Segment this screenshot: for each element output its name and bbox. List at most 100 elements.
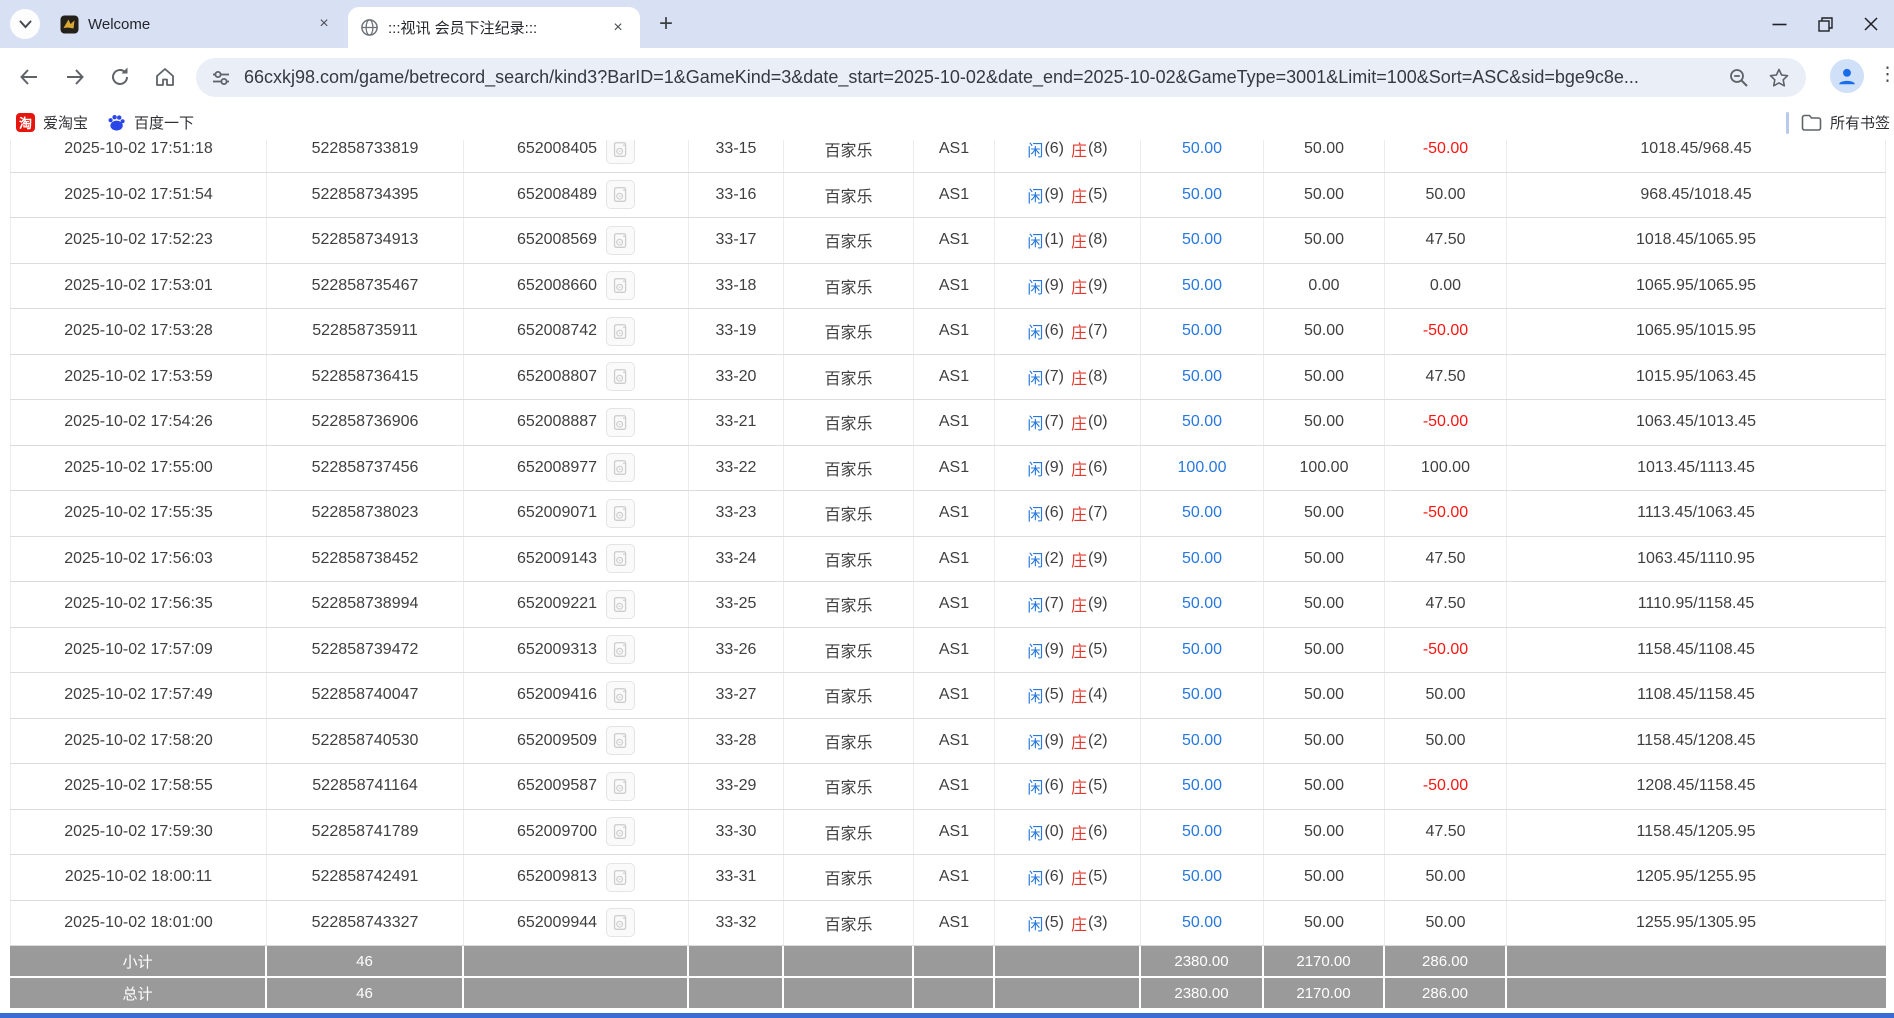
video-replay-button[interactable] <box>606 180 636 210</box>
site-info-icon[interactable] <box>210 67 232 89</box>
cell-win-loss: 47.50 <box>1385 809 1507 854</box>
film-icon <box>613 869 627 885</box>
zoom-button[interactable] <box>1726 65 1752 91</box>
tab-welcome[interactable]: Welcome × <box>48 0 346 48</box>
film-icon <box>613 232 627 248</box>
cell-valid-amount: 50.00 <box>1264 491 1385 536</box>
cell-bet-result: 闲 (6) 庄 (5) <box>995 855 1141 900</box>
video-replay-button[interactable] <box>606 726 636 756</box>
cell-bet-amount[interactable]: 50.00 <box>1141 309 1264 354</box>
cell-bet-amount[interactable]: 50.00 <box>1141 582 1264 627</box>
cell-win-loss: 50.00 <box>1385 673 1507 718</box>
all-bookmarks[interactable]: 所有书签 <box>1786 105 1894 140</box>
cell-bet-amount[interactable]: 50.00 <box>1141 718 1264 763</box>
video-replay-button[interactable] <box>606 316 636 346</box>
cell-bet-result: 闲 (1) 庄 (8) <box>995 218 1141 263</box>
banker-points: (6) <box>1088 822 1108 840</box>
video-replay-button[interactable] <box>606 140 636 164</box>
reload-button[interactable] <box>107 64 133 90</box>
restore-button[interactable] <box>1802 0 1848 48</box>
cell-bet-amount[interactable]: 50.00 <box>1141 400 1264 445</box>
cell-bet-amount[interactable]: 50.00 <box>1141 855 1264 900</box>
table-row: 2025-10-02 17:51:18 522858733819 6520084… <box>10 140 1886 173</box>
url-input[interactable]: 66cxkj98.com/game/betrecord_search/kind3… <box>244 67 1639 87</box>
cell-game-type: 百家乐 <box>784 764 914 809</box>
cell-bet-amount[interactable]: 50.00 <box>1141 354 1264 399</box>
cell-round: 33-28 <box>689 718 784 763</box>
cell-valid-amount: 50.00 <box>1264 536 1385 581</box>
bookmarks-bar: 淘 爱淘宝 百度一下 所有书签 <box>0 105 1894 140</box>
cell-bet-id: 522858734395 <box>267 172 464 217</box>
tab-search-button[interactable] <box>10 9 40 39</box>
summary-label: 总计 <box>10 978 267 1008</box>
video-replay-button[interactable] <box>606 908 636 938</box>
cell-bet-amount[interactable]: 50.00 <box>1141 627 1264 672</box>
home-button[interactable] <box>152 64 178 90</box>
address-bar[interactable]: 66cxkj98.com/game/betrecord_search/kind3… <box>196 58 1806 97</box>
new-tab-button[interactable]: + <box>658 10 673 37</box>
cell-bet-amount[interactable]: 100.00 <box>1141 445 1264 490</box>
table-row: 2025-10-02 18:00:11 522858742491 6520098… <box>10 855 1886 901</box>
cell-bet-amount[interactable]: 50.00 <box>1141 809 1264 854</box>
bookmark-taobao[interactable]: 淘 爱淘宝 <box>16 105 88 140</box>
cell-game-type: 百家乐 <box>784 536 914 581</box>
close-icon[interactable]: × <box>319 15 329 32</box>
cell-bet-amount[interactable]: 50.00 <box>1141 536 1264 581</box>
video-replay-button[interactable] <box>606 453 636 483</box>
window-close-button[interactable] <box>1848 0 1894 48</box>
cell-bet-amount[interactable]: 50.00 <box>1141 673 1264 718</box>
cell-win-loss: 100.00 <box>1385 445 1507 490</box>
cell-bet-amount[interactable]: 50.00 <box>1141 140 1264 172</box>
video-replay-button[interactable] <box>606 544 636 574</box>
bet-table-footer: 小计 46 2380.00 2170.00 286.00 总计 46 2380.… <box>10 946 1886 1010</box>
game-serial: 652008405 <box>516 140 598 158</box>
video-replay-button[interactable] <box>606 407 636 437</box>
cell-win-loss: 47.50 <box>1385 536 1507 581</box>
profile-avatar[interactable] <box>1830 59 1864 93</box>
cell-game-type: 百家乐 <box>784 718 914 763</box>
cell-bet-amount[interactable]: 50.00 <box>1141 764 1264 809</box>
tab-betrecord[interactable]: :::视讯 会员下注纪录::: × <box>348 7 640 48</box>
summary-empty-cell <box>995 978 1141 1008</box>
browser-menu-button[interactable]: ⋮ <box>1878 64 1894 85</box>
cell-bet-amount[interactable]: 50.00 <box>1141 263 1264 308</box>
cell-bet-amount[interactable]: 50.00 <box>1141 218 1264 263</box>
video-replay-button[interactable] <box>606 589 636 619</box>
video-replay-button[interactable] <box>606 680 636 710</box>
banker-label: 庄 <box>1071 507 1088 525</box>
cell-round: 33-20 <box>689 354 784 399</box>
cell-bet-amount[interactable]: 50.00 <box>1141 900 1264 945</box>
film-icon <box>613 141 627 157</box>
video-replay-button[interactable] <box>606 271 636 301</box>
video-replay-button[interactable] <box>606 817 636 847</box>
game-serial: 652009944 <box>516 913 598 931</box>
video-replay-button[interactable] <box>606 862 636 892</box>
minimize-button[interactable] <box>1756 0 1802 48</box>
video-replay-button[interactable] <box>606 225 636 255</box>
video-replay-button[interactable] <box>606 362 636 392</box>
cell-bet-id: 522858740047 <box>267 673 464 718</box>
bookmark-star-button[interactable] <box>1766 65 1792 91</box>
cell-table-code: AS1 <box>914 673 995 718</box>
cell-bet-amount[interactable]: 50.00 <box>1141 172 1264 217</box>
forward-button[interactable] <box>62 64 88 90</box>
cell-game-serial: 652009813 <box>464 855 689 900</box>
video-replay-button[interactable] <box>606 771 636 801</box>
banker-label: 庄 <box>1071 780 1088 798</box>
back-button[interactable] <box>16 64 42 90</box>
video-replay-button[interactable] <box>606 498 636 528</box>
cell-game-serial: 652009221 <box>464 582 689 627</box>
bookmark-baidu[interactable]: 百度一下 <box>107 105 194 140</box>
cell-game-serial: 652009587 <box>464 764 689 809</box>
cell-bet-amount[interactable]: 50.00 <box>1141 491 1264 536</box>
cell-game-serial: 652008807 <box>464 354 689 399</box>
banker-label: 庄 <box>1071 416 1088 434</box>
table-row: 2025-10-02 17:58:55 522858741164 6520095… <box>10 764 1886 810</box>
banker-points: (2) <box>1088 731 1108 749</box>
cell-game-serial: 652008977 <box>464 445 689 490</box>
banker-points: (8) <box>1088 140 1108 158</box>
close-icon[interactable]: × <box>613 18 623 36</box>
cell-bet-id: 522858741789 <box>267 809 464 854</box>
game-serial: 652009143 <box>516 549 598 567</box>
video-replay-button[interactable] <box>606 635 636 665</box>
